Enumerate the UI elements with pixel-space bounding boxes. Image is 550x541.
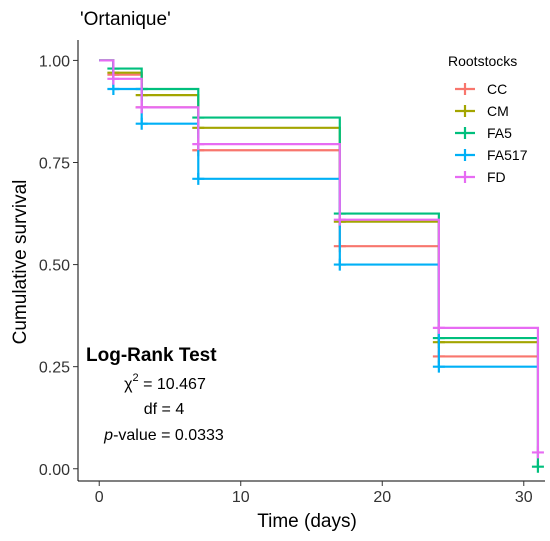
censor-mark — [107, 83, 120, 95]
censor-mark — [192, 172, 205, 185]
chi-symbol: χ — [124, 376, 133, 393]
p-italic: p — [103, 427, 113, 444]
censor-mark — [432, 360, 445, 373]
y-axis-title: Cumulative survival — [10, 180, 31, 345]
x-tick-label: 20 — [373, 489, 391, 506]
censor-marks-fd — [107, 72, 544, 459]
chi-superscript: 2 — [133, 372, 139, 384]
y-tick-label: 0.50 — [39, 258, 70, 275]
censor-mark — [333, 213, 346, 226]
legend-label: CC — [487, 81, 507, 97]
legend-item-fa5: FA5 — [455, 125, 512, 141]
plot-area — [99, 59, 544, 473]
legend-item-fa517: FA517 — [455, 147, 528, 163]
y-tick-label: 0.75 — [39, 156, 70, 173]
legend-key — [455, 127, 475, 139]
x-tick-label: 10 — [232, 489, 250, 506]
legend-key — [455, 83, 475, 95]
df-line: df = 4 — [144, 401, 185, 418]
legend-title: Rootstocks — [448, 53, 517, 69]
legend-key — [455, 105, 475, 117]
log-rank-heading: Log-Rank Test — [86, 345, 217, 366]
legend-label: FA517 — [487, 147, 528, 163]
legend-label: FD — [487, 169, 506, 185]
legend-key — [455, 149, 475, 161]
x-axis-title: Time (days) — [257, 511, 357, 532]
y-ticks: 0.00 0.25 0.50 0.75 1.00 — [39, 53, 78, 479]
chart-title: 'Ortanique' — [80, 9, 171, 30]
censor-mark — [107, 72, 120, 85]
x-tick-label: 30 — [515, 489, 533, 506]
y-tick-label: 1.00 — [39, 53, 70, 70]
censor-marks-cc — [107, 68, 445, 363]
x-ticks: 0 10 20 30 — [95, 481, 533, 506]
censor-mark — [333, 258, 346, 271]
legend-item-fd: FD — [455, 169, 506, 185]
y-tick-label: 0.00 — [39, 462, 70, 479]
legend-label: FA5 — [487, 125, 512, 141]
legend-item-cc: CC — [455, 81, 507, 97]
legend: Rootstocks CC CM FA5 FA517 FD — [448, 53, 528, 185]
censor-mark — [432, 321, 445, 334]
censor-marks-fa517 — [107, 83, 445, 373]
y-tick-label: 0.25 — [39, 360, 70, 377]
censor-marks-cm — [107, 66, 445, 349]
censor-mark — [135, 117, 148, 130]
p-rest: -value = 0.0333 — [113, 427, 224, 444]
legend-item-cm: CM — [455, 103, 509, 119]
survival-curve-cm — [99, 59, 538, 344]
log-rank-annotation: Log-Rank Test χ2 = 10.467 df = 4 p-value… — [86, 345, 224, 444]
censor-mark — [531, 460, 544, 473]
censor-mark — [531, 446, 544, 459]
chi-value: = 10.467 — [139, 376, 206, 393]
legend-key — [455, 171, 475, 183]
censor-mark — [135, 101, 148, 114]
survival-curve-fd — [99, 59, 540, 453]
p-value-line: p-value = 0.0333 — [103, 427, 224, 444]
survival-curve-cc — [99, 59, 538, 358]
legend-label: CM — [487, 103, 509, 119]
censor-mark — [192, 138, 205, 151]
chi-square-line: χ2 = 10.467 — [124, 372, 206, 393]
x-tick-label: 0 — [95, 489, 104, 506]
